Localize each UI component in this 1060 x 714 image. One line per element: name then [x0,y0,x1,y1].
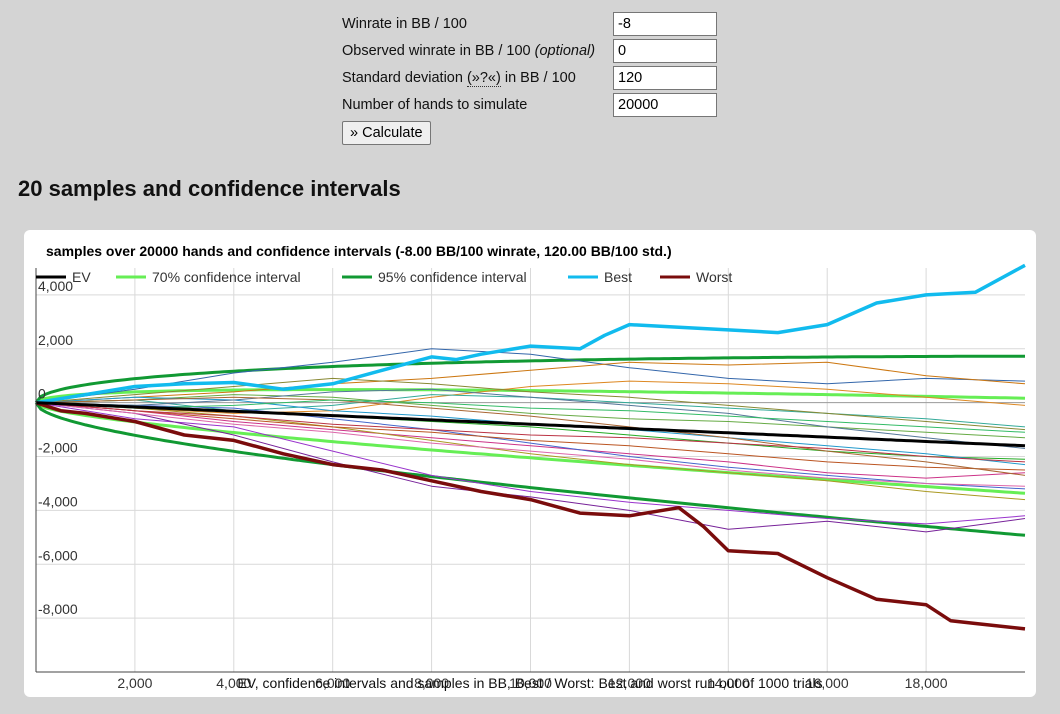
sample-run-line [35,402,1026,501]
best-run-line [35,263,1026,405]
ci70-lower-line [35,401,1026,495]
optional-note: (optional) [534,43,596,59]
variance-chart: 2,000 4,000 6,000 8,000 10,000 12,000 14,000 16… [34,243,1026,691]
x-tick-label: 14,000 [707,675,750,691]
observed-winrate-row: Observed winrate in BB / 100 (optional) [342,39,722,66]
sample-lines [35,263,1026,631]
y-tick-label: -8,000 [38,601,78,617]
chart-caption: EV, confidence intervals and samples in … [237,675,822,691]
x-tick-label: 8,000 [414,675,449,691]
sample-run-line [35,402,1026,471]
observed-winrate-label-text: Observed winrate in BB / 100 [342,43,535,59]
stddev-help-link[interactable]: (»?«) [466,70,501,87]
stddev-input[interactable] [613,66,717,90]
sample-run-line [35,402,1026,525]
hands-input[interactable] [613,93,717,117]
observed-winrate-input[interactable] [613,39,717,63]
sample-run-line [35,388,1026,449]
calculate-button[interactable]: » Calculate [342,121,431,145]
sample-run-line [35,399,1026,433]
y-tick-label: -2,000 [38,440,78,456]
sample-run-line [35,380,1026,414]
y-tick-label: 2,000 [38,332,73,348]
sample-run-line [35,361,1026,404]
sample-run-line [35,402,1026,533]
worst-run-line [35,401,1026,631]
sample-run-line [35,402,1026,487]
chart-axes: 2,000 4,000 6,000 8,000 10,000 12,000 14,000 16… [35,268,1025,691]
legend-label: Best [604,269,632,285]
legend-label: EV [72,269,91,285]
sample-run-line [35,348,1026,404]
x-tick-label: 6,000 [315,675,350,691]
hands-row: Number of hands to simulate [342,93,722,120]
observed-winrate-label: Observed winrate in BB / 100 (optional) [342,43,595,59]
ci70-upper-line [35,388,1026,404]
x-tick-label: 2,000 [117,675,152,691]
sample-run-line [35,402,1026,463]
stddev-row: Standard deviation (»?«) in BB / 100 [342,66,722,93]
chart-card: 2,000 4,000 6,000 8,000 10,000 12,000 14,000 16… [24,230,1036,697]
stddev-label-suffix: in BB / 100 [500,70,576,86]
x-tick-label: 12,000 [608,675,651,691]
sample-run-line [35,396,1026,476]
ci95-upper-line [34,354,1025,404]
sample-run-line [35,402,1026,479]
hands-label: Number of hands to simulate [342,97,528,113]
x-tick-label: 16,000 [806,675,849,691]
ev-line [35,401,1026,448]
sample-run-line [35,394,1026,439]
x-tick-label: 10,000 [509,675,552,691]
winrate-input[interactable] [613,12,717,36]
x-tick-label: 4,000 [216,675,251,691]
sample-run-line [35,377,1026,431]
y-tick-label: -6,000 [38,547,78,563]
legend-label: 95% confidence interval [378,269,527,285]
winrate-row: Winrate in BB / 100 [342,12,722,39]
y-tick-label: 0 [38,386,46,402]
y-tick-label: 4,000 [38,278,73,294]
legend-label: Worst [696,269,732,285]
stddev-label: Standard deviation (»?«) in BB / 100 [342,70,576,87]
section-title: 20 samples and confidence intervals [18,176,401,201]
chart-legend: EV 70% confidence interval 95% confidence … [36,269,732,285]
x-tick-label: 18,000 [905,675,948,691]
simulation-form: Winrate in BB / 100 Observed winrate in … [342,12,722,120]
chart-title: samples over 20000 hands and confidence … [46,243,672,259]
stddev-label-text: Standard deviation [342,70,467,86]
winrate-label: Winrate in BB / 100 [342,16,467,32]
sample-run-line [35,402,1026,490]
chart-grid [36,268,1025,672]
legend-label: 70% confidence interval [152,269,301,285]
y-tick-label: -4,000 [38,493,78,509]
